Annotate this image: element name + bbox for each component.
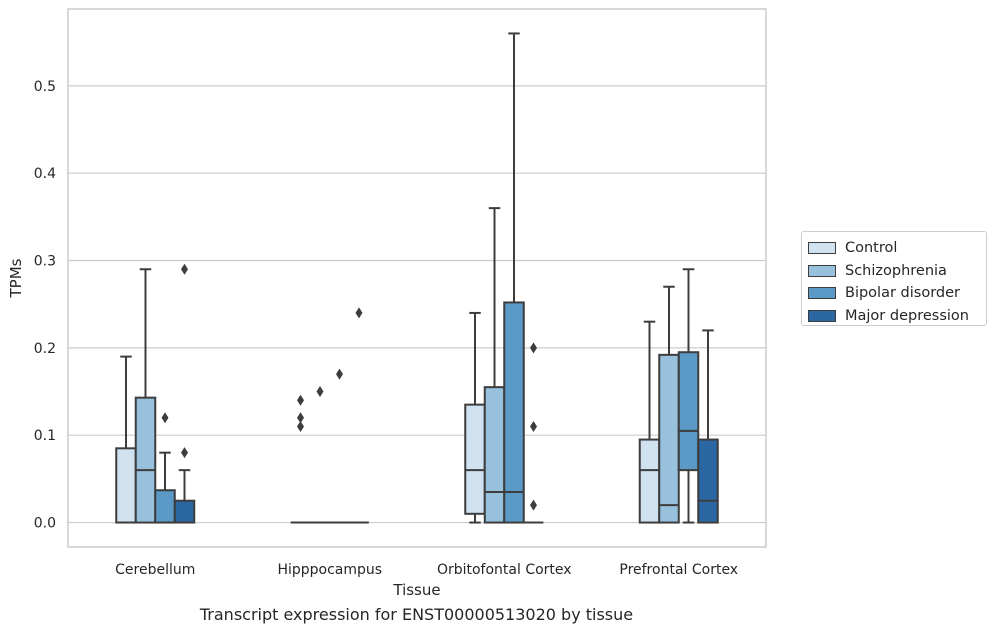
box-layer [115, 32, 719, 524]
legend-swatch-control [808, 242, 836, 255]
box-3-1 [658, 285, 680, 524]
box-0-2 [154, 412, 176, 524]
box-0-0 [115, 355, 137, 524]
legend: Control Schizophrenia Bipolar disorder M… [801, 231, 987, 326]
outlier-point [530, 499, 537, 511]
chart-caption: Transcript expression for ENST0000051302… [199, 605, 634, 624]
box-body [173, 499, 196, 524]
outlier-point [297, 412, 304, 424]
legend-swatch-major-depression [808, 309, 836, 322]
legend-label-bipolar-disorder: Bipolar disorder [845, 285, 960, 302]
x-tick-label: Orbitofontal Cortex [437, 562, 572, 578]
plot-frame [67, 8, 767, 548]
legend-item-schizophrenia: Schizophrenia [808, 260, 986, 283]
legend-item-major-depression: Major depression [808, 305, 986, 328]
legend-item-control: Control [808, 237, 986, 260]
outlier-point [297, 394, 304, 406]
outlier-point [530, 420, 537, 432]
legend-item-bipolar-disorder: Bipolar disorder [808, 282, 986, 305]
outlier-point [161, 412, 169, 424]
y-axis-label: TPMs [7, 258, 25, 298]
box-body [115, 447, 137, 524]
y-tick-label: 0.4 [34, 166, 56, 182]
y-tick-label: 0.5 [34, 79, 56, 95]
box-0-3 [173, 263, 196, 524]
outlier-point [336, 368, 343, 380]
y-tick-labels: 0.0 0.1 0.2 0.3 0.4 0.5 [34, 79, 56, 532]
legend-swatch-schizophrenia [808, 264, 836, 277]
y-tick-label: 0.1 [34, 428, 56, 444]
x-tick-label: Prefrontal Cortex [619, 562, 738, 578]
box-body [464, 403, 486, 515]
outlier-point [355, 307, 363, 319]
y-tick-label: 0.2 [34, 341, 56, 357]
legend-label-major-depression: Major depression [845, 307, 969, 324]
box-body [134, 396, 157, 524]
outlier-point [316, 386, 324, 398]
legend-label-control: Control [845, 240, 898, 257]
box-body [697, 438, 719, 524]
box-body [638, 438, 661, 524]
box-3-0 [638, 320, 661, 524]
x-tick-label: Hipppocampus [277, 562, 382, 578]
outlier-point [530, 342, 537, 354]
outlier-point [297, 420, 304, 432]
box-0-1 [134, 268, 157, 524]
box-body [483, 386, 506, 524]
box-3-3 [697, 329, 719, 524]
box-body [677, 351, 700, 472]
box-2-2 [503, 32, 525, 524]
box-3-2 [677, 268, 700, 524]
box-1-1 [310, 386, 330, 524]
y-tick-label: 0.3 [34, 254, 56, 270]
box-body [503, 301, 525, 524]
box-1-2 [329, 368, 350, 524]
box-2-3 [523, 342, 544, 524]
legend-swatch-bipolar-disorder [808, 287, 836, 300]
outlier-point [181, 447, 188, 459]
box-1-3 [349, 307, 369, 524]
box-2-1 [483, 207, 506, 524]
legend-label-schizophrenia: Schizophrenia [845, 262, 947, 279]
x-axis-label: Tissue [392, 581, 440, 599]
box-1-0 [290, 394, 311, 524]
x-tick-labels: Cerebellum Hipppocampus Orbitofontal Corte… [115, 562, 738, 578]
box-body [154, 489, 176, 524]
box-2-0 [464, 311, 486, 524]
outlier-point [181, 263, 188, 275]
y-tick-label: 0.0 [34, 516, 56, 532]
box-body [658, 353, 680, 524]
x-tick-label: Cerebellum [115, 562, 195, 578]
